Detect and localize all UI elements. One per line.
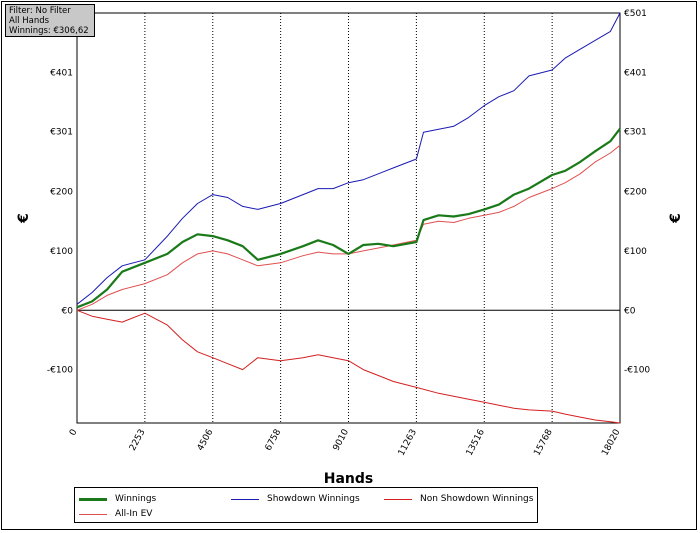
- x-tick-label: 13516: [465, 427, 487, 457]
- x-tick-label: 11263: [397, 428, 419, 458]
- chart-legend: Winnings Showdown Winnings Non Showdown …: [74, 487, 538, 523]
- x-tick-label: 15768: [533, 427, 555, 457]
- y-tick-label-left: -€100: [47, 366, 73, 376]
- y-tick-label-right: €100: [624, 247, 647, 257]
- y-tick-label-right: €200: [624, 188, 647, 198]
- x-tick-label: 9010: [332, 427, 352, 452]
- legend-item-allin-ev: All-In EV: [79, 507, 152, 521]
- legend-label-showdown: Showdown Winnings: [267, 494, 360, 504]
- legend-swatch-allin-ev: [79, 513, 107, 515]
- x-tick-label: 2253: [128, 428, 148, 453]
- legend-item-non-showdown: Non Showdown Winnings: [384, 492, 533, 506]
- legend-label-allin-ev: All-In EV: [115, 509, 153, 519]
- legend-label-winnings: Winnings: [115, 494, 157, 504]
- y-tick-label-right: €301: [624, 128, 647, 138]
- y-tick-label-left: €100: [50, 247, 73, 257]
- legend-swatch-non-showdown: [384, 498, 412, 500]
- y-tick-label-left: €301: [50, 128, 73, 138]
- x-tick-label: 18020: [600, 427, 622, 457]
- x-tick-label: 4506: [196, 427, 216, 452]
- y-axis-title-left: €: [16, 213, 32, 224]
- y-tick-label-right: €401: [624, 68, 647, 78]
- x-axis-title: Hands: [324, 471, 374, 487]
- x-tick-label: 6758: [264, 427, 284, 452]
- winnings-label: Winnings: €306,62: [9, 26, 89, 36]
- legend-swatch-showdown: [231, 498, 259, 500]
- filter-info-box: Filter: No Filter All Hands Winnings: €3…: [5, 4, 95, 37]
- legend-item-showdown: Showdown Winnings: [231, 492, 360, 506]
- y-tick-label-left: €401: [50, 68, 73, 78]
- legend-swatch-winnings: [79, 497, 107, 501]
- y-tick-label-right: €0: [624, 306, 636, 316]
- filter-label: Filter: No Filter: [9, 6, 71, 16]
- y-axis-title-right: €: [668, 213, 684, 224]
- legend-label-non-showdown: Non Showdown Winnings: [420, 494, 534, 504]
- plot-border: [76, 12, 621, 424]
- hands-label: All Hands: [9, 16, 50, 26]
- series-line-winnings: [76, 128, 621, 309]
- y-tick-label-right: -€100: [624, 366, 650, 376]
- series-line-all-in-ev: [76, 144, 621, 311]
- y-tick-label-left: €200: [50, 188, 73, 198]
- series-line-non-showdown-winnings: [76, 309, 621, 424]
- y-tick-label-left: €0: [62, 306, 74, 316]
- y-tick-label-right: €501: [624, 9, 647, 19]
- legend-item-winnings: Winnings: [79, 492, 156, 506]
- series-line-showdown-winnings: [76, 12, 621, 305]
- x-tick-label: 0: [68, 427, 80, 437]
